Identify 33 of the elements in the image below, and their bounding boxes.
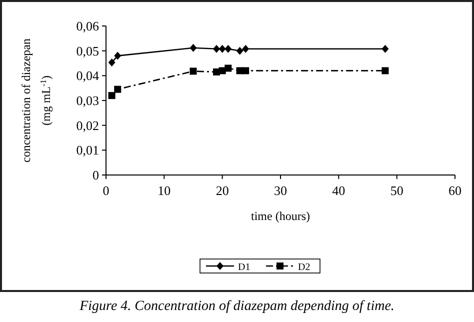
point xyxy=(213,44,220,53)
y-tick-label: 0,04 xyxy=(76,68,100,84)
point xyxy=(242,67,250,74)
y-tick-label: 0 xyxy=(92,168,99,183)
x-tick-label: 60 xyxy=(448,183,462,198)
point xyxy=(382,67,389,74)
point xyxy=(242,44,250,53)
point xyxy=(236,46,244,55)
point xyxy=(190,44,197,52)
legend-label: D2 xyxy=(298,262,310,273)
x-tick-label: 10 xyxy=(158,183,171,198)
point xyxy=(382,44,389,53)
y-tick-label: 0,02 xyxy=(76,118,99,133)
y-tick-label: 0,01 xyxy=(76,142,99,158)
caption: Figure 4. Concentration of diazepam depending of time. xyxy=(78,299,394,314)
x-tick-label: 40 xyxy=(332,183,346,198)
x-tick-label: 20 xyxy=(216,183,229,198)
y-tick-label: 0,05 xyxy=(76,43,99,58)
y-tick-label: 0,06 xyxy=(76,18,100,34)
point xyxy=(114,86,122,93)
point xyxy=(108,58,116,67)
x-tick-label: 0 xyxy=(102,183,110,198)
point xyxy=(108,92,116,100)
point xyxy=(224,44,232,53)
point xyxy=(224,64,232,72)
x-tick-label: 50 xyxy=(390,183,404,198)
x-tick-label: 30 xyxy=(274,183,287,198)
y-tick-label: 0,03 xyxy=(76,93,99,108)
legend-label: D1 xyxy=(238,262,250,273)
point xyxy=(114,52,122,60)
point xyxy=(218,44,226,53)
x-axis-title: time (hours) xyxy=(251,209,310,223)
point xyxy=(190,68,197,75)
